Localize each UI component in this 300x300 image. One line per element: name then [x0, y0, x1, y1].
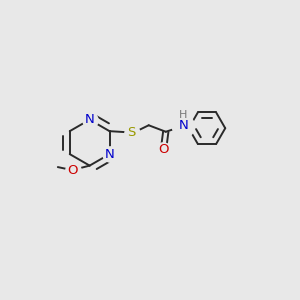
- Text: N: N: [85, 113, 94, 126]
- Text: N: N: [178, 119, 188, 132]
- Text: H: H: [179, 110, 188, 120]
- Text: S: S: [128, 126, 136, 139]
- Text: O: O: [67, 164, 78, 176]
- Text: N: N: [105, 148, 114, 160]
- Text: O: O: [158, 143, 169, 157]
